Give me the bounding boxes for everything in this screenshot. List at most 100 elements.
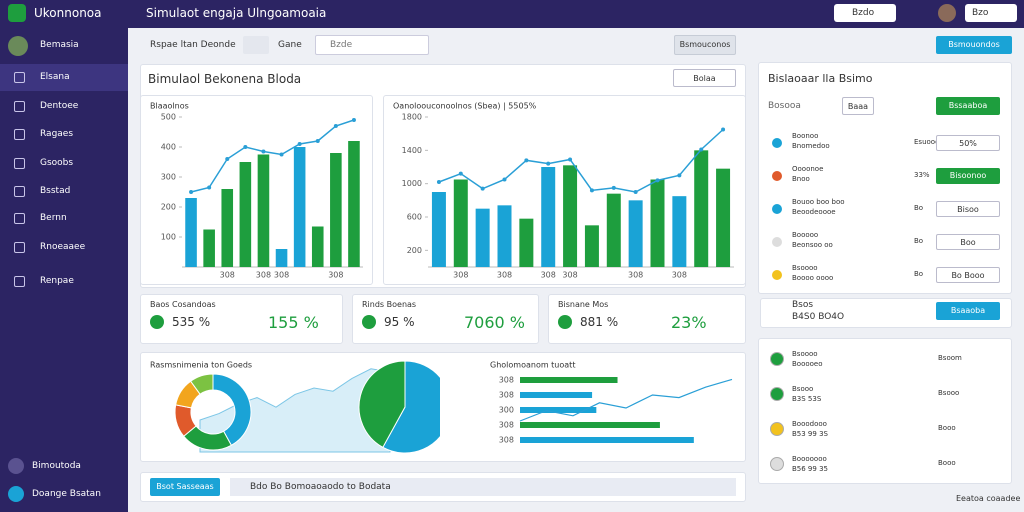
bar: [203, 229, 215, 267]
nav-icon: [14, 276, 25, 287]
x-tick-label: 308: [628, 271, 643, 280]
line-point: [677, 173, 682, 178]
line-point: [333, 124, 338, 128]
select[interactable]: Gane: [278, 40, 302, 50]
bar: [520, 392, 593, 398]
y-tick-label: 1000: [402, 179, 422, 188]
y-tick-label: 308: [499, 421, 514, 430]
list-icon: [770, 457, 784, 471]
panel-button[interactable]: Bssaaboa: [936, 97, 1000, 115]
profile-name[interactable]: Bemasia: [40, 40, 79, 50]
chart-title: Rasmsnimenia ton Goeds: [150, 361, 252, 370]
row-icon: [772, 237, 782, 247]
nav-icon: [14, 186, 25, 197]
toolbar-button[interactable]: Bsmouconos: [674, 35, 736, 55]
slice: [189, 373, 214, 395]
kpi-label: Rinds Boenas: [362, 300, 417, 309]
list-label: Booooooo: [792, 455, 827, 463]
kpi-icon: [362, 315, 376, 329]
y-tick-label: 308: [499, 436, 514, 445]
row-action: Bisoo: [936, 201, 1000, 217]
search-placeholder: Bzde: [330, 40, 353, 50]
list-sub: Booooeo: [792, 360, 823, 368]
chart: Rasmsnimenia ton Goeds: [150, 360, 440, 454]
list-label: Booodooo: [792, 420, 827, 428]
bar: [672, 196, 687, 267]
bar: [520, 407, 597, 413]
row-sub: Beoodeoooe: [792, 208, 836, 216]
line-point: [699, 147, 704, 152]
row-icon: [772, 138, 782, 148]
bar: [330, 153, 342, 267]
list-card: [758, 338, 1012, 484]
row-value: 33%: [914, 171, 930, 179]
x-tick-label: 308: [220, 271, 235, 280]
note-button[interactable]: Bsaaoba: [936, 302, 1000, 320]
right-title: Bislaoaar lla Bsimo: [768, 72, 873, 85]
row-icon: [772, 171, 782, 181]
footer-icon: [8, 486, 24, 502]
kpi-card: [548, 294, 746, 344]
kpi-icon: [558, 315, 572, 329]
bar: [293, 147, 306, 267]
row-label: Bouoo boo boo: [792, 198, 845, 206]
bar: [650, 179, 665, 267]
toggle[interactable]: [243, 36, 269, 54]
list-label: Bsooo: [792, 385, 814, 393]
bar: [584, 225, 599, 267]
row-action: 50%: [936, 135, 1000, 151]
line-point: [611, 185, 616, 190]
line-point: [207, 185, 212, 190]
search-box[interactable]: [834, 4, 896, 22]
profile-avatar: [8, 36, 28, 56]
list-tag: Booo: [938, 424, 956, 432]
line-point: [243, 145, 248, 149]
bar: [563, 165, 578, 267]
row-value: Bo: [914, 204, 924, 212]
y-tick-label: 100: [161, 233, 176, 242]
footer-button[interactable]: Bsot Sasseaas: [150, 478, 220, 496]
search-input[interactable]: [315, 35, 429, 55]
kpi-value2: 155 %: [268, 313, 319, 332]
nav-icon: [14, 101, 25, 112]
y-tick-label: 308: [499, 391, 514, 400]
bar: [541, 167, 556, 267]
y-tick-label: 500: [161, 113, 176, 122]
row-label: Booooo: [792, 231, 819, 239]
slice: [212, 373, 252, 446]
nav-item: Dentoee: [40, 101, 79, 111]
panel-button[interactable]: Baaa: [842, 97, 874, 115]
bar: [185, 198, 197, 267]
section-button[interactable]: Bolaa: [673, 69, 736, 87]
logo-icon: [8, 4, 26, 22]
line-point: [502, 177, 507, 182]
row-action: Bisoonoo: [936, 168, 1000, 184]
user-box[interactable]: [965, 4, 1017, 22]
list-icon: [770, 387, 784, 401]
chart-title: Gholomoanom tuoatt: [490, 361, 575, 370]
avatar[interactable]: [938, 4, 956, 22]
nav-item: Bernn: [40, 213, 67, 223]
list-sub: B56 99 35: [792, 465, 828, 473]
top-button[interactable]: Bsmouondos: [936, 36, 1012, 54]
chart: Oanoloouconoolnos (Sbea) | 5505% 200 600 10…: [393, 102, 734, 280]
line-point: [351, 118, 356, 122]
x-tick-label: 308: [541, 271, 556, 280]
line-point: [480, 186, 485, 191]
filter[interactable]: Bosooa: [768, 101, 801, 111]
line-point: [261, 149, 266, 154]
line-point: [589, 188, 594, 193]
line: [519, 378, 733, 422]
line: [190, 119, 355, 193]
y-tick-label: 1800: [402, 113, 422, 122]
nav-item: Rnoeaaee: [40, 242, 86, 252]
bar: [497, 205, 512, 267]
line-point: [546, 161, 551, 166]
kpi-value: 535 %: [172, 315, 211, 329]
row-sub: Bnomedoo: [792, 142, 830, 150]
x-tick-label: 308: [562, 271, 577, 280]
line-point: [721, 127, 726, 132]
list-sub: B3S 53S: [792, 395, 822, 403]
list-tag: Bsoom: [938, 354, 962, 362]
